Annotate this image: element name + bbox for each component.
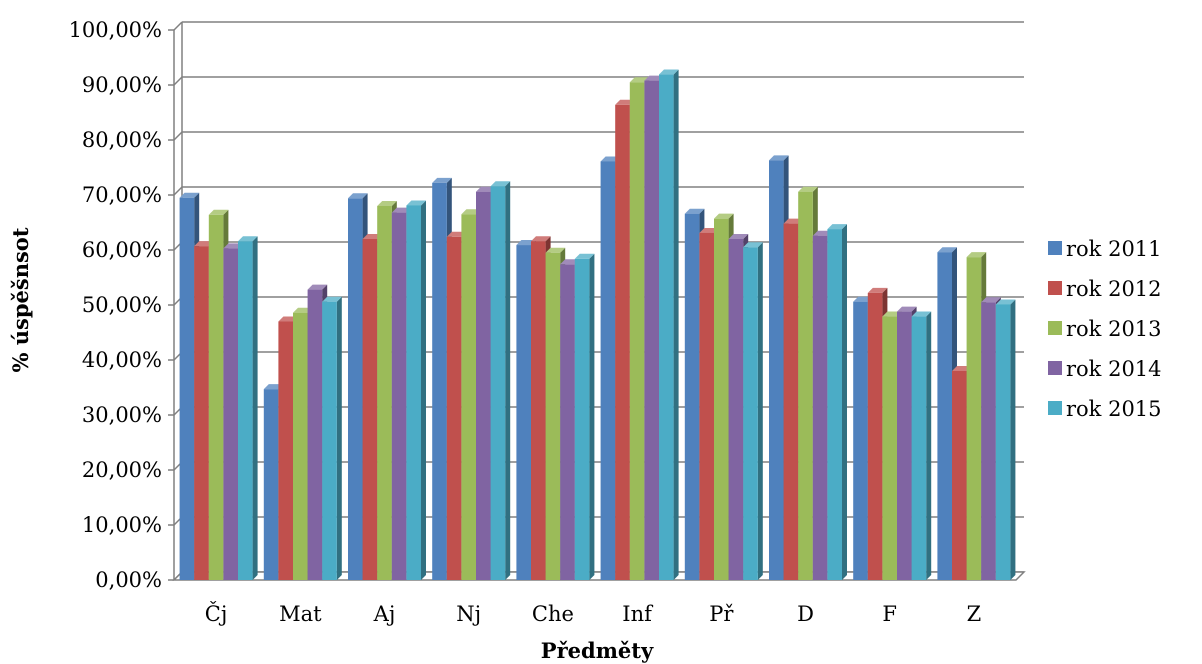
bar: [659, 69, 679, 581]
bar: [238, 236, 258, 580]
x-tick-label: Z: [967, 602, 982, 626]
legend-swatch: [1048, 401, 1062, 415]
y-tick-label: 60,00%: [82, 238, 162, 262]
x-tick-label: Aj: [373, 602, 396, 626]
bar: [574, 253, 595, 581]
y-tick-label: 20,00%: [82, 458, 162, 482]
x-tick-label: Mat: [279, 602, 322, 626]
y-tick-label: 100,00%: [69, 18, 162, 42]
y-tick-label: 0,00%: [95, 568, 162, 592]
bars: [179, 69, 1016, 581]
x-tick-label: Nj: [456, 602, 481, 626]
bar: [827, 224, 847, 580]
side-gridline: [173, 131, 183, 141]
x-tick-labels: Čj Mat Aj Nj Che Inf Př D F Z: [205, 601, 981, 626]
y-tick-label: 90,00%: [82, 73, 162, 97]
legend-label: rok 2014: [1066, 357, 1162, 381]
legend-swatch: [1048, 321, 1062, 335]
legend-swatch: [1048, 361, 1062, 375]
bar: [995, 299, 1016, 580]
legend-swatch: [1048, 281, 1062, 295]
y-tick-label: 40,00%: [82, 348, 162, 372]
y-tick-label: 30,00%: [82, 403, 162, 427]
y-tick-label: 10,00%: [82, 513, 162, 537]
bar: [490, 181, 511, 580]
y-tick-label: 80,00%: [82, 128, 162, 152]
bar: [743, 242, 763, 580]
side-gridline: [173, 186, 183, 196]
x-tick-label: Inf: [622, 602, 654, 626]
x-axis-title: Předměty: [541, 638, 654, 663]
y-axis-title: % úspěšnsot: [8, 227, 33, 372]
legend-label: rok 2011: [1066, 237, 1162, 261]
side-gridline: [173, 21, 183, 31]
y-tick-label: 50,00%: [82, 293, 162, 317]
bar: [322, 296, 342, 580]
x-tick-label: Př: [709, 602, 734, 626]
x-tick-label: Čj: [205, 601, 228, 626]
x-tick-label: F: [882, 602, 897, 626]
x-tick-label: Che: [532, 602, 574, 626]
side-gridline: [173, 76, 183, 86]
y-tick-label: 70,00%: [82, 183, 162, 207]
legend-swatch: [1048, 241, 1062, 255]
x-tick-label: D: [797, 602, 814, 626]
bar: [911, 311, 932, 580]
bar: [406, 200, 426, 580]
legend-label: rok 2013: [1066, 317, 1162, 341]
legend-label: rok 2012: [1066, 277, 1162, 301]
legend: rok 2011 rok 2012 rok 2013 rok 2014 rok 2015: [1048, 237, 1162, 421]
y-tick-labels: 0,00% 10,00% 20,00% 30,00% 40,00% 50,00% 60,00…: [69, 18, 162, 592]
legend-label: rok 2015: [1066, 397, 1162, 421]
